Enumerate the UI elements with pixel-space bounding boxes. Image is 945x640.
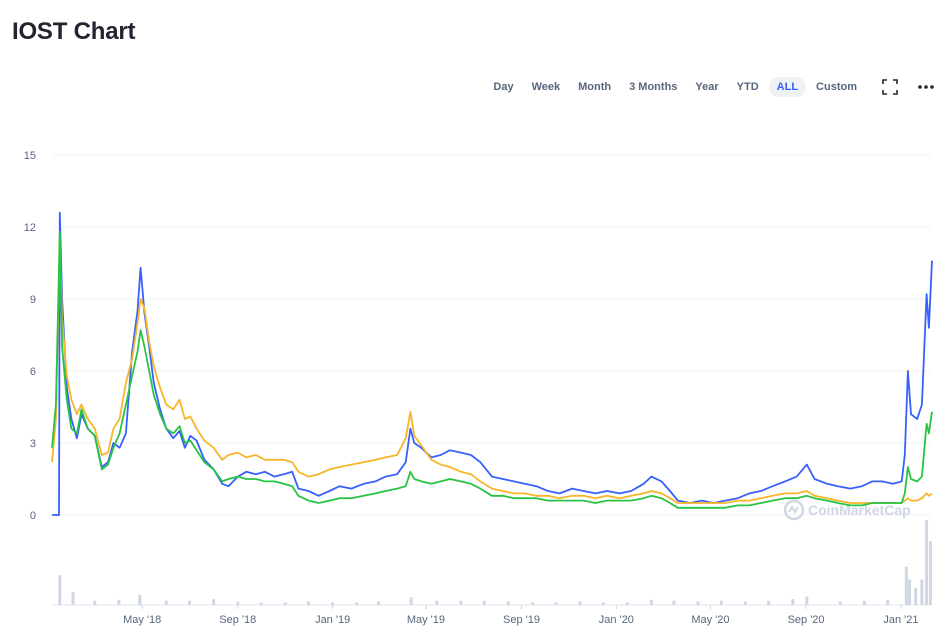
volume-bar-33: [838, 601, 842, 605]
volume-bar-6: [188, 600, 192, 605]
y-tick-label-15: 15: [24, 150, 36, 162]
volume-bar-35: [886, 599, 890, 605]
volume-bar-9: [259, 602, 263, 605]
volume-bar-4: [138, 594, 142, 605]
volume-bar-40: [925, 520, 929, 605]
volume-bar-20: [530, 602, 534, 605]
volume-bar-3: [117, 599, 121, 605]
volume-bar-11: [307, 601, 311, 605]
page-title: IOST Chart: [12, 18, 136, 45]
volume-bar-10: [283, 602, 287, 605]
volume-bar-23: [601, 602, 605, 605]
y-tick-label-9: 9: [30, 294, 36, 306]
volume-bar-29: [743, 601, 747, 605]
y-tick-label-0: 0: [30, 510, 36, 522]
volume-bar-37: [907, 579, 911, 605]
volume-bars: [58, 520, 932, 605]
volume-bar-5: [164, 600, 168, 605]
watermark: CoinMarketCap: [783, 499, 911, 521]
x-tick-label-8: Jan '21: [883, 614, 918, 626]
volume-bar-36: [904, 566, 908, 605]
volume-bar-7: [212, 599, 216, 605]
range-ytd-button[interactable]: YTD: [736, 81, 759, 93]
volume-bar-39: [920, 579, 924, 605]
volume-bar-30: [767, 600, 771, 605]
x-tick-label-1: Sep '18: [219, 614, 256, 626]
volume-bar-2: [93, 600, 97, 605]
range-day-button[interactable]: Day: [493, 81, 514, 93]
volume-bar-15: [409, 597, 413, 605]
range-month-button[interactable]: Month: [578, 81, 612, 93]
volume-bar-1: [71, 592, 75, 605]
range-custom-button[interactable]: Custom: [816, 81, 857, 93]
volume-bar-25: [649, 599, 653, 605]
volume-bar-13: [355, 602, 359, 605]
volume-bar-38: [914, 588, 918, 605]
x-tick-label-6: May '20: [691, 614, 729, 626]
x-tick-label-3: May '19: [407, 614, 445, 626]
volume-bar-19: [506, 601, 510, 605]
more-horizontal-icon[interactable]: [915, 76, 937, 98]
volume-bar-27: [696, 601, 700, 605]
x-axis-labels: May '18 Sep '18 Jan '19 May '19 Sep '19 Jan '…: [123, 605, 918, 626]
volume-bar-31: [791, 599, 795, 605]
volume-bar-28: [719, 600, 723, 605]
x-tick-label-4: Sep '19: [503, 614, 540, 626]
volume-bar-21: [554, 602, 558, 605]
range-all-button[interactable]: ALL: [768, 77, 807, 97]
x-tick-label-7: Sep '20: [788, 614, 825, 626]
y-tick-label-3: 3: [30, 438, 36, 450]
watermark-text: CoinMarketCap: [808, 502, 911, 518]
volume-bar-34: [862, 600, 866, 605]
range-year-button[interactable]: Year: [695, 81, 719, 93]
volume-bar-18: [482, 600, 486, 605]
volume-bar-26: [672, 600, 676, 605]
y-tick-label-12: 12: [24, 222, 36, 234]
x-tick-label-2: Jan '19: [315, 614, 350, 626]
fullscreen-icon[interactable]: [879, 76, 901, 98]
volume-bar-41: [928, 541, 932, 605]
x-tick-label-5: Jan '20: [599, 614, 634, 626]
range-3-months-button[interactable]: 3 Months: [629, 81, 678, 93]
grid-lines: [52, 154, 932, 606]
series-line-1: [51, 240, 933, 504]
x-tick-label-0: May '18: [123, 614, 161, 626]
series-line-0: [52, 211, 933, 516]
price-lines: [51, 211, 933, 516]
range-toolbar: Day Week Month 3 Months Year YTD ALL Cus…: [483, 76, 937, 98]
volume-bar-17: [459, 600, 463, 605]
volume-bar-12: [331, 602, 335, 605]
volume-bar-8: [236, 601, 240, 605]
series-line-2: [51, 230, 933, 509]
volume-bar-14: [377, 601, 381, 605]
volume-bar-24: [625, 602, 629, 605]
volume-bar-22: [578, 601, 582, 605]
volume-bar-0: [58, 575, 62, 605]
volume-bar-32: [805, 596, 809, 605]
y-tick-label-6: 6: [30, 366, 36, 378]
y-axis-labels: 0 3 6 9 12 15: [24, 150, 36, 522]
volume-bar-16: [435, 600, 439, 605]
range-week-button[interactable]: Week: [531, 81, 561, 93]
